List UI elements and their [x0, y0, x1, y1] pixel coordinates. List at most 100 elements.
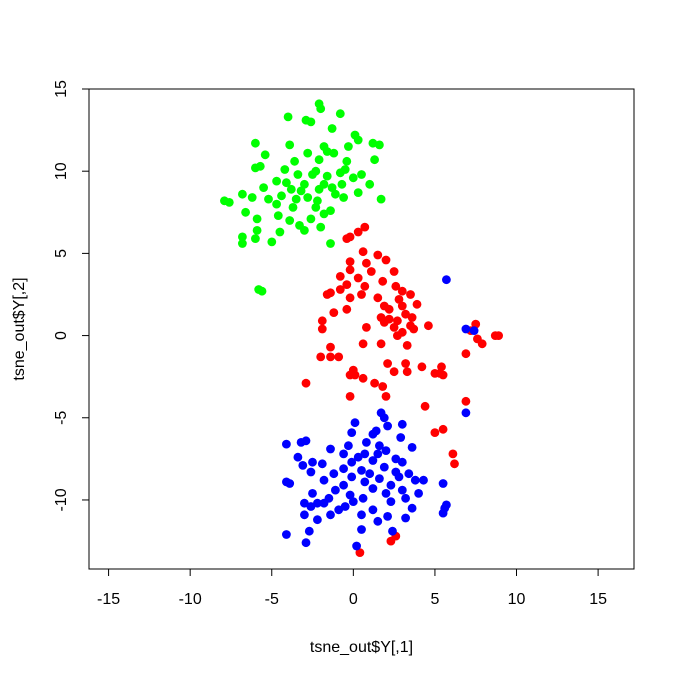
data-point — [282, 439, 291, 449]
data-point — [393, 316, 402, 326]
data-point — [329, 308, 339, 317]
data-point — [322, 171, 332, 181]
y-tick-label: 15 — [53, 80, 70, 98]
data-point — [322, 147, 332, 156]
data-point — [407, 443, 417, 452]
y-axis: -10 -5 0 5 10 15 — [53, 80, 90, 512]
data-point — [386, 497, 396, 506]
data-point — [277, 191, 286, 201]
data-point — [397, 286, 407, 296]
data-point — [326, 206, 335, 216]
data-point — [260, 150, 270, 160]
data-point — [326, 288, 335, 298]
data-point — [430, 428, 440, 437]
data-point — [386, 536, 396, 546]
data-point — [378, 382, 388, 391]
data-point — [264, 194, 273, 204]
data-point — [272, 176, 281, 186]
x-axis-label: tsne_out$Y[,1] — [310, 639, 413, 656]
data-point — [282, 178, 291, 188]
data-point — [358, 373, 368, 383]
data-point — [402, 367, 412, 377]
data-point — [461, 396, 471, 406]
data-point — [308, 489, 317, 498]
data-point — [241, 207, 251, 217]
data-point — [304, 526, 314, 536]
data-point — [381, 255, 391, 265]
data-point — [335, 168, 345, 178]
data-point — [326, 510, 335, 520]
data-point — [401, 493, 410, 503]
data-point — [308, 457, 317, 467]
data-point — [394, 295, 404, 304]
data-point — [339, 193, 348, 202]
data-point — [410, 475, 420, 485]
data-point — [303, 148, 313, 158]
data-point — [397, 419, 407, 429]
data-point — [285, 479, 295, 488]
data-point — [401, 513, 410, 523]
data-point — [396, 433, 406, 442]
data-point — [353, 227, 363, 237]
data-point — [438, 479, 448, 488]
data-point — [365, 469, 375, 479]
data-point — [357, 170, 366, 179]
data-point — [383, 359, 392, 368]
data-point — [379, 318, 389, 327]
x-axis: -15 -10 -5 0 5 10 15 — [97, 568, 607, 608]
data-point — [375, 474, 384, 483]
data-point — [358, 339, 368, 349]
data-point — [319, 209, 329, 219]
data-point — [288, 203, 298, 212]
data-point — [342, 234, 352, 244]
data-point — [368, 484, 378, 493]
data-point — [360, 222, 370, 232]
y-tick-label: 10 — [53, 162, 70, 180]
data-point — [389, 323, 399, 332]
data-point — [368, 429, 378, 439]
data-point — [347, 472, 357, 482]
data-point — [350, 418, 360, 428]
data-point — [344, 142, 353, 151]
data-point — [370, 378, 379, 388]
data-point — [329, 469, 339, 479]
data-point — [409, 324, 419, 334]
data-point — [420, 401, 430, 411]
data-point — [238, 232, 247, 242]
data-point — [339, 449, 348, 459]
data-point — [313, 498, 322, 508]
data-point — [348, 497, 358, 506]
data-point — [327, 183, 337, 193]
data-point — [335, 285, 345, 294]
data-point — [313, 515, 322, 525]
data-point — [358, 493, 368, 503]
data-point — [342, 156, 352, 166]
data-point — [259, 183, 268, 193]
data-point — [317, 316, 327, 326]
data-points — [220, 99, 503, 557]
data-point — [308, 170, 317, 179]
data-point — [438, 424, 448, 434]
data-point — [424, 321, 433, 331]
data-point — [238, 189, 247, 199]
x-tick-label: 5 — [430, 591, 439, 608]
data-point — [345, 370, 355, 380]
data-point — [376, 339, 386, 349]
data-point — [251, 138, 260, 148]
data-point — [224, 198, 234, 207]
data-point — [247, 193, 257, 202]
data-point — [282, 530, 291, 539]
data-point — [326, 352, 335, 362]
data-point — [442, 275, 451, 285]
x-tick-label: 0 — [349, 591, 358, 608]
data-point — [370, 155, 379, 165]
data-point — [375, 140, 384, 150]
data-point — [381, 392, 391, 401]
data-point — [334, 505, 344, 515]
data-point — [285, 140, 295, 150]
data-point — [339, 480, 348, 490]
data-point — [352, 541, 361, 551]
data-point — [379, 413, 389, 423]
data-point — [379, 462, 389, 472]
data-point — [461, 408, 471, 418]
